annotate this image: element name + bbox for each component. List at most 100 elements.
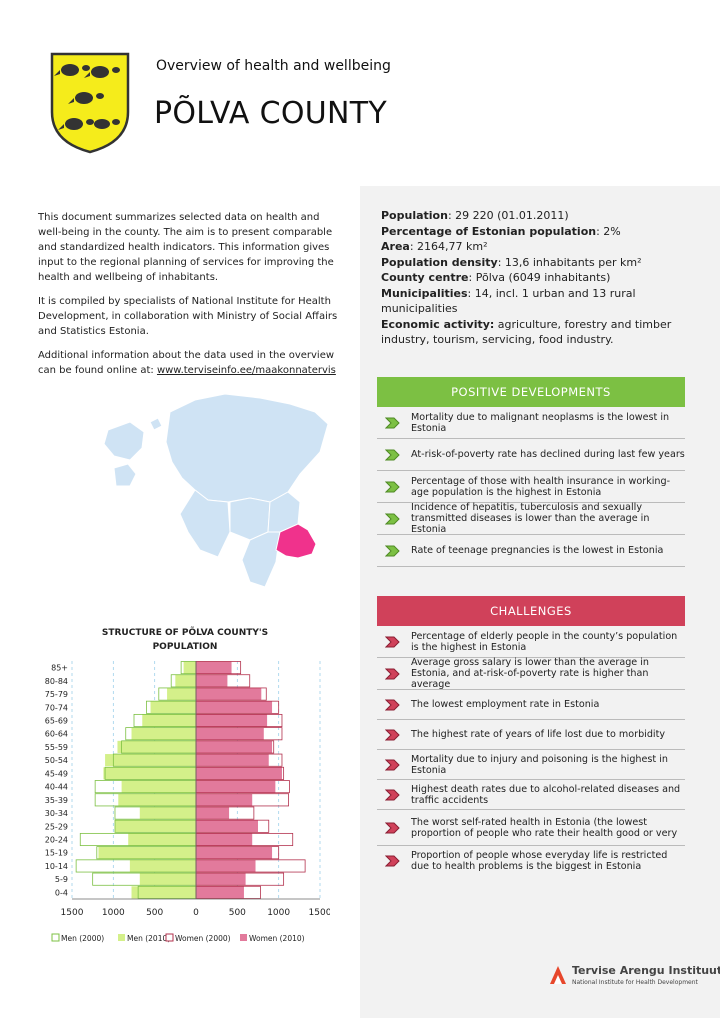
- info-link[interactable]: www.terviseinfo.ee/maakonnatervis: [156, 365, 336, 376]
- page-title: PÕLVA COUNTY: [154, 96, 387, 131]
- legend-label: Men (2010): [127, 934, 170, 943]
- list-item: Percentage of those with health insuranc…: [377, 471, 685, 503]
- x-tick-label: 500: [146, 908, 163, 918]
- category-label: 75-79: [45, 690, 68, 699]
- chevron-right-icon: [385, 449, 400, 460]
- challenges-heading: CHALLENGES: [377, 596, 685, 626]
- intro-paragraph-3: Additional information about the data us…: [38, 350, 336, 376]
- category-label: 40-44: [45, 783, 68, 792]
- category-label: 10-14: [45, 862, 68, 871]
- estonia-map: [103, 393, 329, 588]
- population-pyramid-chart: 0-4 5-9 10-14 15-19 20-24 25-29 30-34 35-39 40-4…: [45, 661, 330, 943]
- bar-men-2010: [167, 687, 196, 701]
- category-label: 60-64: [45, 730, 68, 739]
- list-item: The worst self-rated health in Estonia (…: [377, 810, 685, 846]
- bar-men-2010: [142, 714, 196, 727]
- category-label: 65-69: [45, 717, 68, 726]
- bar-men-2010: [105, 754, 196, 767]
- bar-men-2010: [128, 833, 196, 846]
- chevron-right-icon: [385, 729, 400, 740]
- fact-economic-activity: Economic activity: agriculture, forestry…: [381, 317, 672, 347]
- bar-men-2010: [98, 846, 196, 859]
- x-tick-label: 1000: [267, 908, 290, 918]
- bar-men-2010: [150, 701, 196, 714]
- positive-developments-list: Mortality due to malignant neoplasms is …: [377, 407, 685, 567]
- category-label: 45-49: [45, 769, 68, 778]
- intro-text: This document summarizes selected data o…: [38, 210, 338, 387]
- bar-women-2010: [196, 674, 228, 687]
- x-tick-label: 1500: [61, 908, 84, 918]
- logo-name: Tervise Arengu Instituut: [572, 964, 720, 977]
- chevron-right-icon: [385, 417, 400, 428]
- chevron-right-icon: [385, 668, 400, 679]
- bar-men-2010: [131, 727, 196, 740]
- intro-paragraph-2: It is compiled by specialists of Nationa…: [38, 296, 338, 337]
- bar-men-2010: [103, 767, 196, 780]
- county-facts: Population: 29 220 (01.01.2011) Percenta…: [381, 208, 681, 348]
- bar-men-2010: [114, 820, 196, 833]
- list-item: Incidence of hepatitis, tuberculosis and…: [377, 502, 685, 535]
- institute-logo-icon: [550, 966, 566, 984]
- bar-women-2010: [196, 661, 232, 674]
- category-label: 80-84: [45, 677, 68, 686]
- x-tick-label: 500: [229, 908, 246, 918]
- bar-men-2010: [183, 661, 196, 674]
- bar-women-2010: [196, 833, 253, 846]
- list-item: Average gross salary is lower than the a…: [377, 657, 685, 690]
- legend-swatch: [51, 933, 60, 942]
- chevron-right-icon: [385, 822, 400, 833]
- chevron-right-icon: [385, 545, 400, 556]
- bar-men-2010: [129, 859, 196, 873]
- fact-area: Area: 2164,77 km²: [381, 240, 488, 253]
- bar-women-2010: [196, 793, 253, 806]
- list-item: The lowest employment rate in Estonia: [377, 690, 685, 720]
- category-label: 35-39: [45, 796, 68, 805]
- category-label: 15-19: [45, 849, 68, 858]
- category-label: 25-29: [45, 822, 68, 831]
- list-item: Percentage of elderly people in the coun…: [377, 626, 685, 658]
- chart-title: STRUCTURE OF PÕLVA COUNTY'S POPULATION: [101, 628, 269, 652]
- legend-swatch: [118, 934, 125, 941]
- bar-women-2010: [196, 767, 282, 780]
- bar-men-2010: [121, 780, 196, 793]
- intro-paragraph-1: This document summarizes selected data o…: [38, 212, 334, 283]
- chevron-right-icon: [385, 699, 400, 710]
- bar-women-2010: [196, 714, 268, 727]
- bar-women-2010: [196, 873, 246, 886]
- county-coat-of-arms: [50, 52, 130, 154]
- bar-women-2010: [196, 687, 262, 701]
- challenges-list: Percentage of elderly people in the coun…: [377, 626, 685, 876]
- bar-women-2010: [196, 727, 264, 740]
- legend-label: Women (2000): [175, 934, 231, 943]
- x-tick-label: 0: [193, 908, 199, 918]
- list-item: Mortality due to injury and poisoning is…: [377, 750, 685, 780]
- category-label: 50-54: [45, 756, 68, 765]
- bar-women-2010: [196, 886, 244, 899]
- positive-developments-heading: POSITIVE DEVELOPMENTS: [377, 377, 685, 407]
- category-label: 20-24: [45, 836, 68, 845]
- bar-men-2010: [118, 793, 196, 806]
- fact-density: Population density: 13,6 inhabitants per…: [381, 255, 642, 269]
- bar-women-2010: [196, 701, 273, 714]
- polva-county-highlight: [275, 523, 317, 559]
- bar-women-2010: [196, 780, 276, 793]
- bar-women-2010: [196, 820, 258, 833]
- bar-women-2010: [196, 846, 273, 859]
- fact-percentage: Percentage of Estonian population: 2%: [381, 224, 621, 238]
- bar-women-2010: [196, 806, 230, 820]
- bar-men-2010: [175, 674, 196, 687]
- bar-men-2010: [139, 806, 196, 820]
- header: Overview of health and wellbeing PÕLVA C…: [0, 0, 720, 186]
- category-label: 30-34: [45, 809, 68, 818]
- legend-label: Women (2010): [249, 934, 305, 943]
- fact-county-centre: County centre: Põlva (6049 inhabitants): [381, 271, 611, 284]
- list-item: Proportion of people whose everyday life…: [377, 846, 685, 876]
- logo-subtitle: National Institute for Health Developmen…: [572, 979, 698, 986]
- bar-women-2010: [196, 740, 273, 754]
- fact-population: Population: 29 220 (01.01.2011): [381, 209, 569, 222]
- bar-women-2010: [196, 754, 269, 767]
- list-item: Rate of teenage pregnancies is the lowes…: [377, 535, 685, 567]
- chevron-right-icon: [385, 513, 400, 524]
- legend-swatch: [240, 934, 247, 941]
- fact-municipalities: Municipalities: 14, incl. 1 urban and 13…: [381, 286, 636, 316]
